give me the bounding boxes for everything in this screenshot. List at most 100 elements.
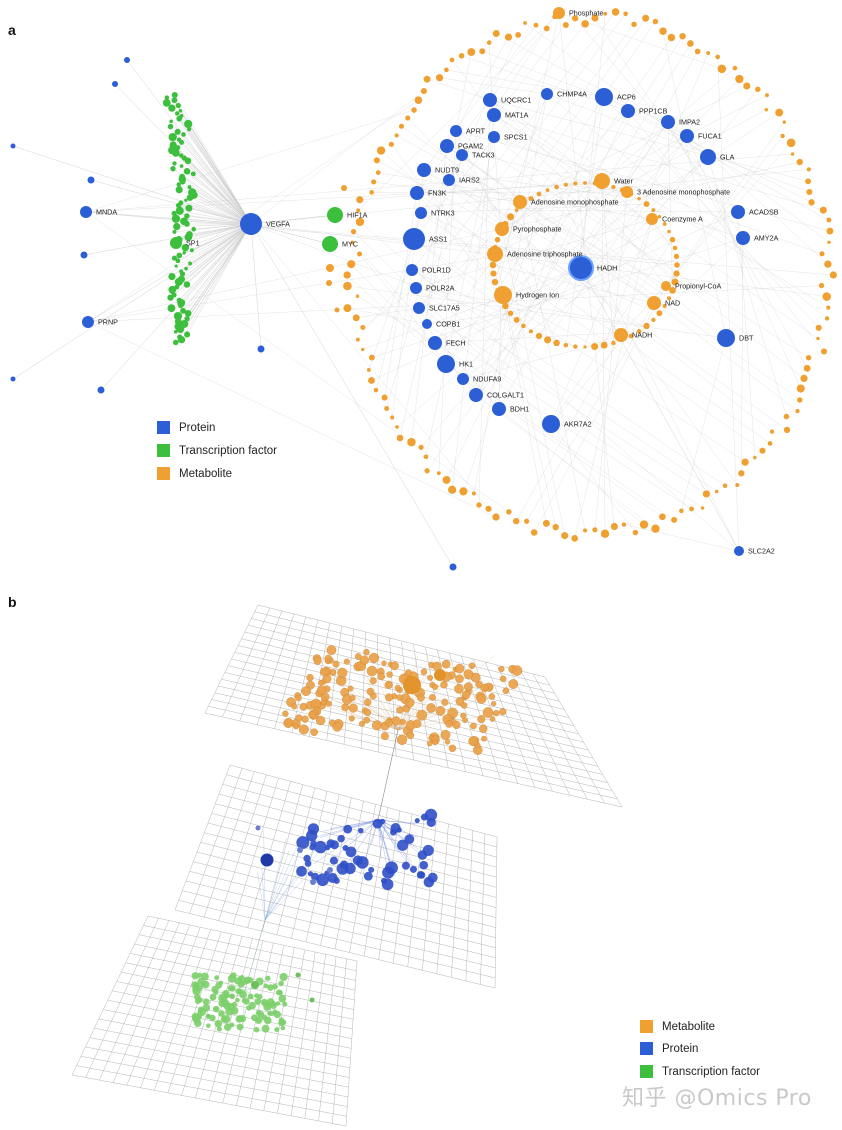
- tf-node: [216, 1026, 222, 1032]
- metabolite-node: [381, 660, 387, 666]
- metabolite-node: [628, 333, 634, 339]
- metabolite-node: [332, 722, 342, 732]
- tf-node: [202, 1004, 211, 1012]
- tf-node: [179, 271, 186, 277]
- metabolite-node: [563, 342, 569, 348]
- tf-node: [251, 1014, 258, 1021]
- protein-label: TACK3: [472, 151, 495, 160]
- metabolite-node: [418, 444, 424, 450]
- metabolite-node: [477, 715, 486, 724]
- legend-label: Transcription factor: [179, 444, 277, 457]
- metabolite-node-hydrogen-ion: [494, 286, 512, 304]
- metabolite-node: [759, 447, 766, 454]
- tf-node: [170, 166, 176, 172]
- tf-node: [188, 261, 193, 266]
- tf-node: [184, 213, 190, 219]
- metabolite-node: [355, 337, 360, 342]
- tf-node: [263, 983, 269, 989]
- metabolite-node: [826, 227, 834, 235]
- network-labels: MNDA PRNP VEGFA UQCRC1 CHMP4A ACP6 MAT1A PPP1CB…: [96, 9, 779, 556]
- metabolite-node: [673, 270, 680, 277]
- protein-node: [296, 865, 307, 877]
- tf-node: [254, 998, 261, 1005]
- metabolite-node: [642, 14, 650, 22]
- metabolite-label: Water: [614, 177, 634, 186]
- protein-label: NDUFA9: [473, 375, 501, 384]
- metabolite-node: [561, 532, 569, 540]
- protein-label: SLC2A2: [748, 547, 775, 556]
- tf-label: MYC: [342, 240, 358, 249]
- protein-node: [327, 872, 338, 884]
- protein-node: [409, 865, 418, 873]
- metabolite-node: [571, 535, 578, 542]
- protein-node-vegfa: [240, 213, 262, 235]
- tf-node: [175, 111, 180, 116]
- metabolite-node: [371, 720, 382, 731]
- tf-node: [174, 264, 178, 268]
- tf-node: [190, 171, 196, 177]
- metabolite-node: [623, 11, 628, 17]
- tf-node: [177, 302, 184, 309]
- tf-node: [168, 104, 176, 112]
- metabolite-node: [767, 441, 773, 446]
- metabolite-node: [369, 190, 375, 195]
- tf-node: [229, 1022, 235, 1028]
- metabolite-node: [818, 282, 825, 289]
- metabolite-node: [404, 697, 415, 708]
- metabolite-node: [492, 30, 500, 38]
- protein-node-hk1: [437, 355, 455, 373]
- metabolite-node: [360, 324, 366, 330]
- tf-node: [184, 157, 192, 165]
- metabolite-node: [611, 8, 620, 16]
- metabolite-node: [611, 340, 616, 346]
- metabolite-node: [769, 429, 775, 434]
- network-diagram-a: MNDA PRNP VEGFA UQCRC1 CHMP4A ACP6 MAT1A PPP1CB…: [10, 7, 837, 571]
- metabolite-node: [283, 718, 294, 728]
- tf-node: [171, 255, 177, 261]
- metabolite-node: [445, 720, 453, 728]
- metabolite-node: [343, 281, 352, 291]
- metabolite-node: [702, 490, 710, 498]
- metabolite-node: [295, 714, 303, 722]
- metabolite-node: [348, 703, 358, 713]
- metabolite-node: [582, 528, 588, 533]
- protein-node-fuca1: [680, 129, 694, 143]
- protein-label: UQCRC1: [501, 96, 531, 105]
- metabolite-node: [390, 661, 399, 671]
- metabolite-node: [494, 236, 501, 243]
- metabolite-node: [390, 415, 395, 420]
- tf-node: [167, 294, 174, 301]
- tf-node: [248, 1001, 256, 1010]
- tf-node: [187, 127, 192, 132]
- metabolite-node: [436, 471, 441, 476]
- metabolite-grid: [204, 604, 623, 808]
- protein-node-gla: [700, 149, 716, 165]
- protein-node-uqcrc1: [483, 93, 497, 107]
- protein-node-dbt: [717, 329, 735, 347]
- metabolite-node: [486, 40, 492, 45]
- tf-node: [218, 1010, 225, 1017]
- metabolite-node: [416, 709, 428, 721]
- tf-node: [231, 1001, 237, 1007]
- metabolite-node: [806, 189, 813, 196]
- metabolite-node: [666, 296, 672, 301]
- metabolite-node: [426, 740, 433, 747]
- protein-label: ACP6: [617, 93, 636, 102]
- tf-node: [173, 311, 183, 321]
- metabolite-node: [820, 348, 828, 355]
- protein-label: DBT: [739, 334, 754, 343]
- tf-node: [270, 1002, 277, 1010]
- metabolite-node: [377, 672, 386, 681]
- metabolite-node: [355, 217, 365, 227]
- metabolite-node: [738, 470, 745, 477]
- protein-node: [87, 176, 95, 184]
- metabolite-node: [673, 253, 680, 260]
- metabolite-node: [366, 367, 371, 372]
- metabolite-node: [490, 270, 497, 277]
- metabolite-node: [824, 316, 830, 321]
- tf-node: [175, 206, 184, 215]
- metabolite-node: [440, 729, 451, 740]
- metabolite-node: [543, 25, 550, 32]
- protein-node: [314, 840, 327, 854]
- metabolite-node: [341, 185, 347, 191]
